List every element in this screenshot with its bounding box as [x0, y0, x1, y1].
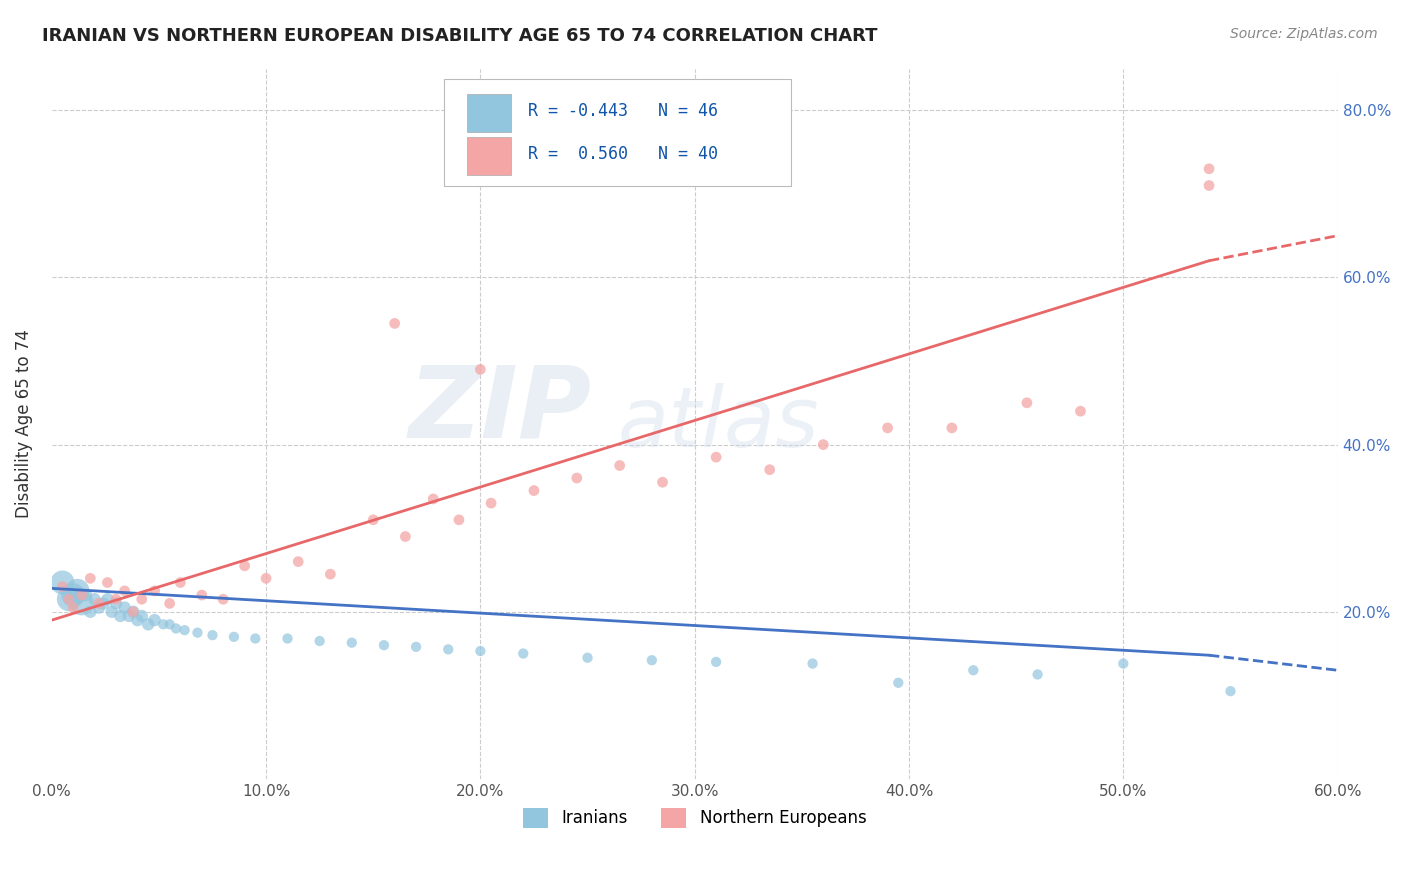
Point: [233, 558, 256, 573]
Point: [96, 592, 118, 607]
Point: [131, 592, 153, 607]
Point: [87, 596, 110, 610]
Text: Source: ZipAtlas.com: Source: ZipAtlas.com: [1230, 27, 1378, 41]
Point: [704, 655, 727, 669]
Point: [576, 650, 599, 665]
Point: [58, 592, 80, 607]
Text: R =  0.560   N = 40: R = 0.560 N = 40: [527, 145, 717, 162]
Point: [118, 609, 141, 624]
Point: [523, 483, 546, 498]
Y-axis label: Disability Age 65 to 74: Disability Age 65 to 74: [15, 329, 32, 518]
Point: [143, 583, 166, 598]
FancyBboxPatch shape: [467, 94, 510, 132]
Point: [962, 663, 984, 677]
Point: [131, 609, 153, 624]
Point: [91, 596, 114, 610]
Point: [887, 675, 910, 690]
Point: [201, 628, 224, 642]
Point: [361, 513, 384, 527]
Point: [143, 613, 166, 627]
Point: [79, 571, 101, 585]
Point: [87, 600, 110, 615]
Point: [83, 592, 105, 607]
Point: [319, 567, 342, 582]
Point: [62, 600, 84, 615]
Point: [813, 437, 835, 451]
Point: [100, 605, 122, 619]
Point: [70, 588, 93, 602]
Point: [114, 583, 136, 598]
FancyBboxPatch shape: [444, 79, 792, 186]
Point: [405, 640, 427, 654]
Point: [373, 638, 395, 652]
Point: [876, 421, 898, 435]
Point: [105, 596, 128, 610]
Point: [127, 613, 149, 627]
Point: [51, 575, 73, 590]
Point: [758, 463, 780, 477]
Text: ZIP: ZIP: [409, 361, 592, 458]
Point: [114, 600, 136, 615]
Point: [565, 471, 588, 485]
Point: [122, 605, 145, 619]
Point: [704, 450, 727, 464]
Point: [641, 653, 664, 667]
Point: [136, 617, 159, 632]
Point: [1198, 178, 1220, 193]
Point: [308, 634, 330, 648]
Point: [186, 625, 208, 640]
Legend: Iranians, Northern Europeans: Iranians, Northern Europeans: [516, 801, 873, 835]
Point: [287, 555, 309, 569]
Point: [152, 617, 174, 632]
Point: [96, 575, 118, 590]
Point: [1015, 396, 1038, 410]
Point: [1112, 657, 1135, 671]
Point: [941, 421, 963, 435]
Point: [1219, 684, 1241, 698]
Point: [651, 475, 673, 490]
Point: [276, 632, 298, 646]
Point: [110, 609, 132, 624]
FancyBboxPatch shape: [467, 136, 510, 175]
Point: [212, 592, 235, 607]
Text: IRANIAN VS NORTHERN EUROPEAN DISABILITY AGE 65 TO 74 CORRELATION CHART: IRANIAN VS NORTHERN EUROPEAN DISABILITY …: [42, 27, 877, 45]
Point: [245, 632, 267, 646]
Point: [169, 575, 191, 590]
Point: [479, 496, 502, 510]
Point: [1069, 404, 1091, 418]
Point: [437, 642, 460, 657]
Point: [165, 622, 187, 636]
Point: [191, 588, 214, 602]
Point: [1198, 161, 1220, 176]
Point: [340, 636, 363, 650]
Point: [159, 596, 181, 610]
Point: [79, 605, 101, 619]
Point: [512, 647, 534, 661]
Point: [447, 513, 470, 527]
Point: [1026, 667, 1049, 681]
Point: [75, 588, 97, 602]
Point: [254, 571, 277, 585]
Point: [222, 630, 245, 644]
Text: atlas: atlas: [617, 384, 820, 464]
Point: [394, 530, 416, 544]
Point: [470, 644, 492, 658]
Point: [58, 592, 80, 607]
Point: [470, 362, 492, 376]
Point: [66, 583, 89, 598]
Point: [105, 592, 128, 607]
Point: [122, 605, 145, 619]
Point: [384, 317, 406, 331]
Point: [422, 491, 444, 506]
Point: [159, 617, 181, 632]
Point: [51, 580, 73, 594]
Point: [70, 596, 93, 610]
Point: [801, 657, 824, 671]
Text: R = -0.443   N = 46: R = -0.443 N = 46: [527, 103, 717, 120]
Point: [609, 458, 631, 473]
Point: [173, 623, 195, 637]
Point: [62, 588, 84, 602]
